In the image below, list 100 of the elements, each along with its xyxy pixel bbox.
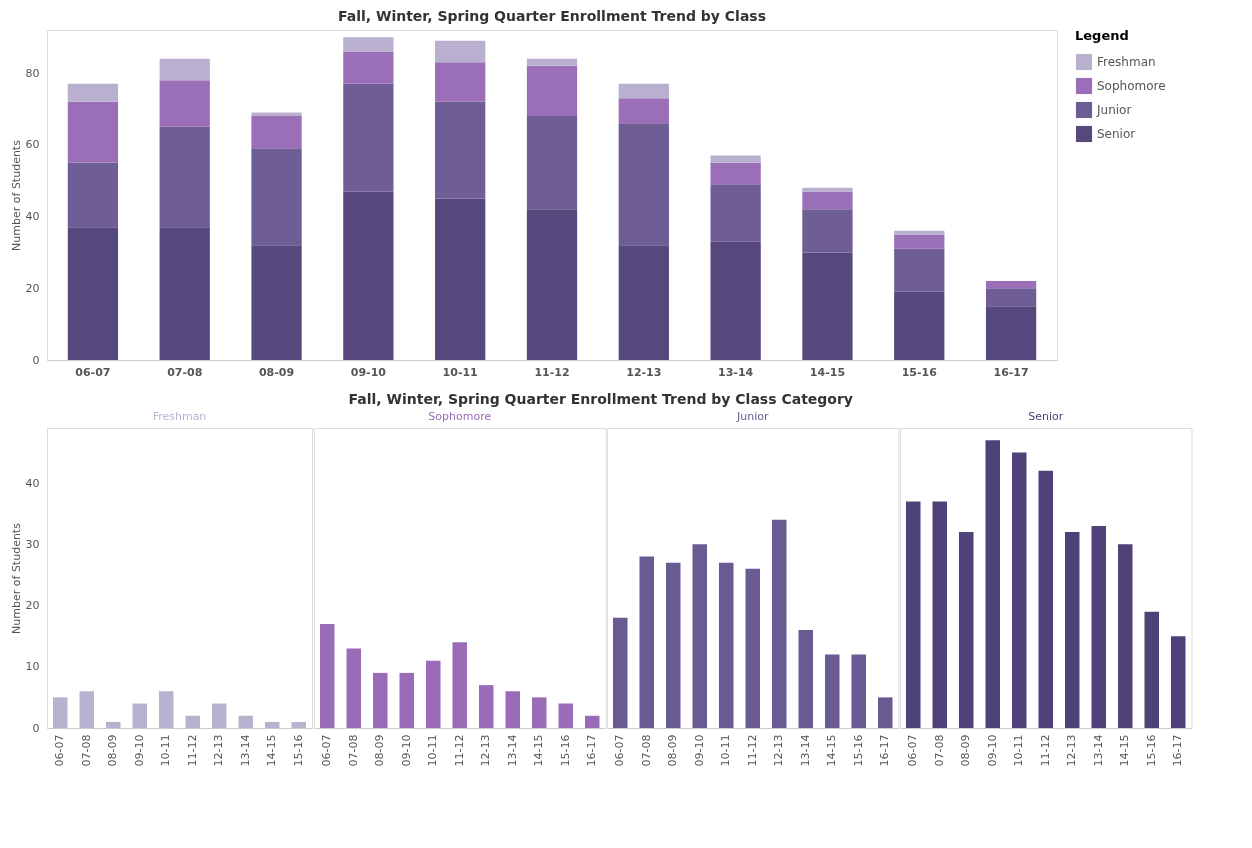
bar [1170,636,1186,728]
legend-label: Sophomore [1097,79,1166,93]
x-tick-label: 12-13 [772,734,786,767]
bar [435,198,486,360]
y-tick-label: 40 [25,476,40,490]
bar [618,83,669,99]
chart-title: Fall, Winter, Spring Quarter Enrollment Trend by Class [337,8,767,24]
x-tick-label: 08-09 [258,365,295,379]
x-tick-label: 07-08 [932,734,946,767]
bar [159,126,210,228]
legend-label: Senior [1097,127,1136,141]
y-tick-label: 80 [25,66,40,80]
y-tick-label: 30 [25,537,40,551]
x-tick-label: 06-07 [613,734,627,767]
x-tick-label: 14-15 [265,734,279,767]
x-tick-label: 06-07 [53,734,67,767]
bar [894,291,945,360]
x-tick-label: 15-16 [558,734,572,767]
x-tick-label: 06-07 [320,734,334,767]
x-tick-label: 07-08 [79,734,93,767]
text: Junior [736,410,769,423]
bar [618,98,669,124]
bar [251,116,302,149]
bar [985,281,1037,289]
bar [710,162,761,185]
bar [1091,525,1107,728]
x-tick-label: 10-11 [426,734,440,767]
bar [159,227,210,360]
x-tick-label: 13-14 [1091,734,1105,767]
bar [558,703,574,728]
y-tick-label: 60 [25,138,40,152]
bar [958,532,974,728]
bar [665,562,681,728]
x-tick-label: 13-14 [238,734,252,767]
bar [425,660,441,728]
bar [1064,532,1080,728]
bar [985,288,1037,307]
bar [710,184,761,242]
x-tick-label: 15-16 [1144,734,1158,767]
bar [526,58,578,66]
bar [612,617,628,728]
bar [343,37,394,52]
x-tick-label: 13-14 [505,734,519,767]
bar [67,101,119,163]
bar [1011,452,1027,728]
bar [894,234,945,249]
bar [710,155,761,163]
bar [251,245,302,360]
bar [526,209,578,360]
bar [851,654,867,728]
bar [435,62,486,102]
x-tick-label: 15-16 [851,734,865,767]
text: Sophomore [428,410,492,423]
bar [185,715,201,728]
text: Senior [1028,410,1064,423]
x-tick-label: 09-10 [399,734,413,767]
x-tick-label: 09-10 [132,734,146,767]
bar [319,623,335,728]
bar [718,562,734,728]
bar [343,83,394,192]
bar [745,568,761,728]
bar [52,697,68,728]
bar [1038,470,1054,728]
bar [346,648,362,728]
bar [1117,544,1133,728]
bar [67,227,119,360]
x-tick-label: 16-17 [878,734,892,767]
x-tick-label: 07-08 [346,734,360,767]
bar [618,123,669,246]
bar [435,40,486,63]
x-tick-label: 10-11 [1012,734,1026,767]
x-tick-label: 14-15 [825,734,839,767]
bar [343,191,394,360]
bar [132,703,148,728]
x-tick-label: 12-13 [212,734,226,767]
bar [692,544,708,728]
bar [526,65,578,117]
bar [802,252,853,360]
bar [372,672,388,728]
bar [824,654,840,728]
bar [710,241,761,360]
y-axis-title: Number of Students [9,522,23,634]
bar [158,691,174,728]
bar [452,642,468,728]
x-tick-label: 15-16 [901,365,938,379]
x-tick-label: 08-09 [373,734,387,767]
x-tick-label: 11-12 [185,734,199,767]
y-tick-label: 20 [25,281,40,295]
bar [905,501,921,728]
x-tick-label: 11-12 [534,365,570,379]
x-tick-label: 10-11 [159,734,173,767]
x-tick-label: 16-17 [993,365,1029,379]
y-tick-label: 40 [25,210,40,224]
x-tick-label: 06-07 [906,734,920,767]
bar [291,721,307,728]
bar [211,703,227,728]
legend-label: Freshman [1097,55,1156,69]
x-tick-label: 07-08 [167,365,203,379]
bar [877,697,893,728]
bar [584,715,600,728]
